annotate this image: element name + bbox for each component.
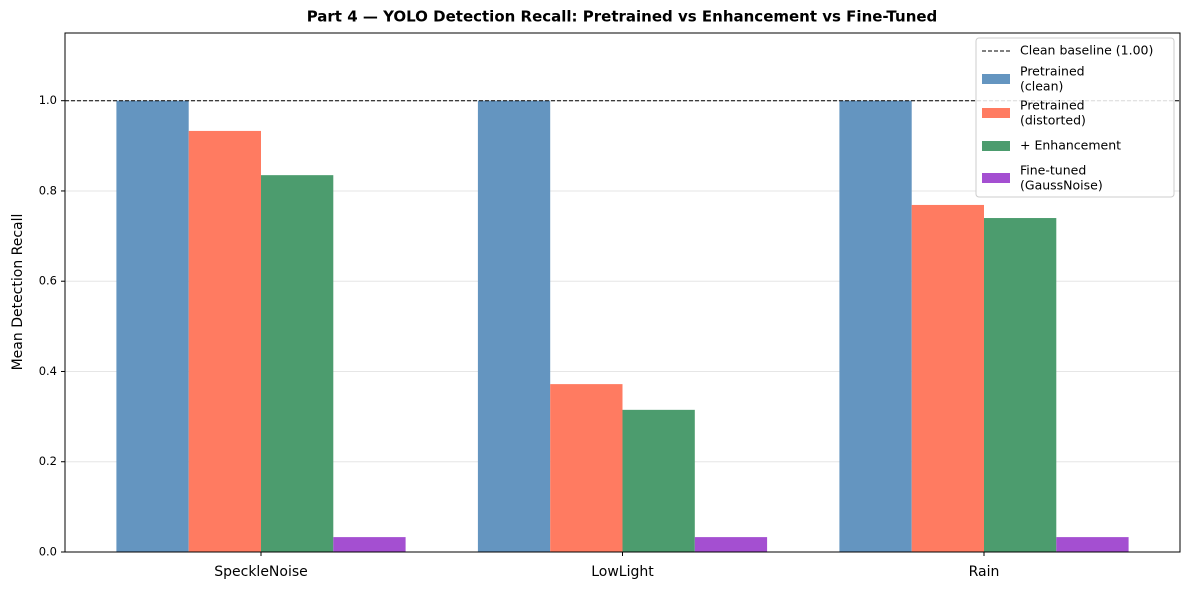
x-tick-label: Rain [969, 564, 1000, 580]
bar [839, 100, 912, 553]
legend-label: + Enhancement [1020, 138, 1121, 153]
x-tick-label: LowLight [591, 564, 654, 580]
y-tick-label: 0.2 [39, 454, 57, 468]
bar [694, 537, 768, 552]
y-tick-label: 0.0 [39, 545, 57, 559]
bar [550, 384, 623, 552]
legend-label: Pretrained (distorted) [1020, 97, 1086, 127]
y-axis-label: Mean Detection Recall [10, 214, 26, 371]
bar [622, 409, 695, 552]
bar [116, 100, 189, 553]
y-tick-label: 0.8 [39, 183, 57, 197]
legend-swatch [982, 74, 1010, 84]
legend-label: Clean baseline (1.00) [1020, 43, 1153, 58]
bar [261, 175, 334, 552]
legend-swatch [982, 173, 1010, 183]
y-tick-label: 0.6 [39, 274, 57, 288]
legend-swatch [982, 108, 1010, 118]
plot-frame [64, 32, 1181, 553]
x-tick-label: SpeckleNoise [214, 564, 308, 580]
bar [984, 218, 1057, 552]
legend-swatch [982, 141, 1010, 151]
bar [333, 537, 406, 552]
legend-box [975, 37, 1175, 198]
y-tick-label: 1.0 [39, 93, 57, 107]
bar [1056, 537, 1129, 552]
bar [188, 130, 261, 552]
bar [477, 100, 551, 553]
legend-label: Pretrained (clean) [1020, 63, 1085, 93]
y-tick-label: 0.4 [39, 364, 57, 378]
chart-title: Part 4 — YOLO Detection Recall: Pretrain… [307, 8, 938, 26]
bar [911, 204, 984, 552]
legend-label: Fine-tuned (GaussNoise) [1020, 162, 1103, 192]
